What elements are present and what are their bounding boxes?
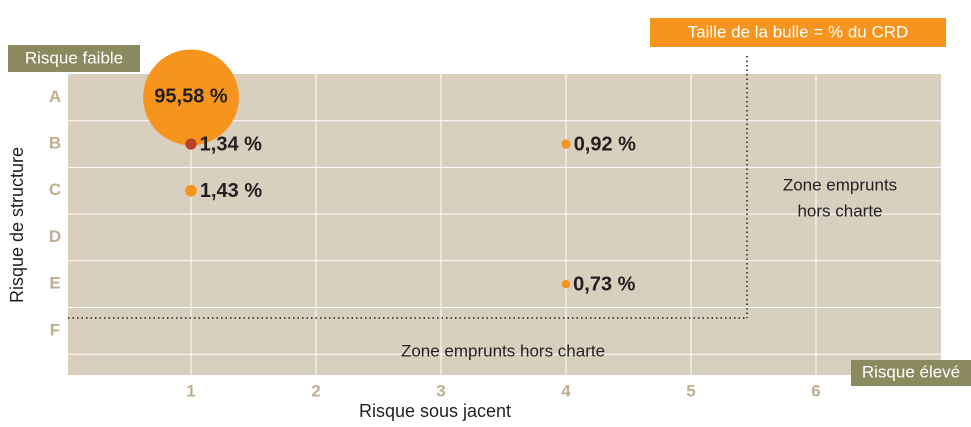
x-axis-label: Risque sous jacent xyxy=(359,401,511,421)
data-label: 95,58 % xyxy=(154,86,228,108)
data-label: 0,92 % xyxy=(574,133,636,155)
x-tick-label: 4 xyxy=(561,381,571,400)
corner-box xyxy=(8,45,140,72)
y-tick-label: E xyxy=(49,274,60,293)
annotation: Zone emprunts xyxy=(783,175,897,194)
bubble xyxy=(185,138,197,150)
x-tick-label: 6 xyxy=(811,381,820,400)
annotation: hors charte xyxy=(797,201,882,220)
y-tick-label: A xyxy=(49,87,61,106)
y-tick-label: D xyxy=(49,227,61,246)
corner-high: Risque élevé xyxy=(862,362,960,381)
bubble xyxy=(561,139,571,149)
bubble xyxy=(143,49,239,146)
y-tick-label: F xyxy=(50,320,60,339)
data-label: 0,73 % xyxy=(573,273,635,295)
corner-box xyxy=(851,360,971,386)
y-tick-label: C xyxy=(49,180,61,199)
legend-box xyxy=(650,18,946,47)
annotation: Zone emprunts hors charte xyxy=(401,341,605,360)
legend-note: Taille de la bulle = % du CRD xyxy=(688,22,909,41)
bubble xyxy=(185,184,197,197)
data-label: 1,43 % xyxy=(200,180,262,202)
x-tick-label: 1 xyxy=(186,381,195,400)
y-tick-label: B xyxy=(49,134,61,153)
data-label: 1,34 % xyxy=(200,133,262,155)
x-tick-label: 2 xyxy=(311,381,320,400)
x-tick-label: 5 xyxy=(686,381,695,400)
x-tick-label: 3 xyxy=(436,381,445,400)
grid xyxy=(68,74,941,375)
bubble xyxy=(561,279,571,289)
corner-low: Risque faible xyxy=(25,48,123,67)
y-axis-label: Risque de structure xyxy=(7,147,27,303)
